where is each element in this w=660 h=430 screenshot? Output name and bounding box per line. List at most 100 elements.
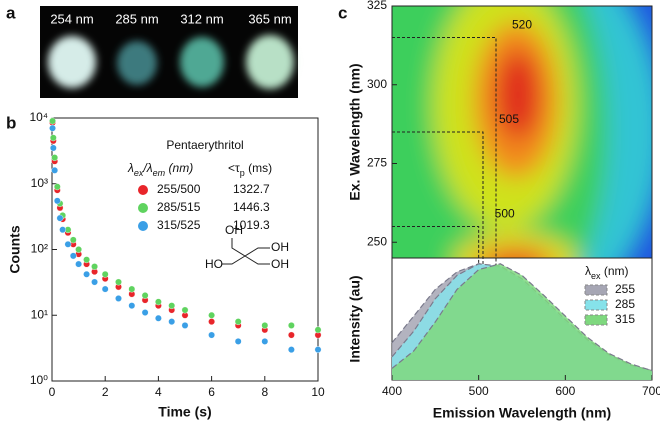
data-point bbox=[51, 154, 59, 161]
legend-swatch bbox=[584, 284, 608, 296]
y-tick-label: 250 bbox=[367, 234, 387, 248]
y-tick-label: 10¹ bbox=[31, 307, 48, 321]
photo-label: 365 nm bbox=[248, 11, 291, 26]
data-point bbox=[287, 331, 295, 339]
data-point bbox=[101, 285, 109, 293]
photo-glow bbox=[48, 35, 294, 89]
data-point bbox=[115, 295, 122, 302]
panel-label: b bbox=[6, 113, 16, 132]
x-axis-label: Time (s) bbox=[158, 404, 211, 420]
data-point bbox=[59, 226, 67, 234]
data-point bbox=[168, 318, 176, 326]
data-point bbox=[101, 270, 109, 278]
x-tick-label: 500 bbox=[469, 384, 489, 398]
legend-marker bbox=[138, 185, 148, 195]
legend-header: λex/λem (nm) bbox=[127, 161, 193, 178]
photo-label: 285 nm bbox=[115, 11, 158, 26]
x-tick-label: 0 bbox=[49, 385, 56, 399]
molecule bbox=[222, 238, 270, 265]
photo-label: 312 nm bbox=[180, 11, 223, 26]
data-point bbox=[53, 197, 61, 205]
legend-title: Pentaerythritol bbox=[166, 138, 243, 152]
data-point bbox=[69, 252, 77, 260]
legend-label: 285 bbox=[615, 297, 635, 311]
y-tick-label: 10³ bbox=[31, 176, 48, 190]
legend-title: λex (nm) bbox=[585, 264, 629, 281]
annotation: 505 bbox=[499, 112, 519, 126]
data-point bbox=[128, 285, 136, 293]
legend-label: 255/500 bbox=[157, 182, 201, 196]
legend-label: 315 bbox=[615, 312, 635, 326]
y-tick-label: 325 bbox=[367, 0, 387, 12]
text-part: (nm) bbox=[165, 161, 193, 175]
data-point bbox=[314, 326, 322, 334]
data-point bbox=[91, 263, 98, 270]
text-part: p bbox=[240, 168, 245, 178]
molecule-label: OH bbox=[271, 240, 289, 254]
text-part: (ms) bbox=[245, 161, 272, 175]
text-part: λ bbox=[146, 161, 153, 175]
molecule-label: OH bbox=[225, 223, 243, 237]
molecule-label: OH bbox=[271, 257, 289, 271]
data-point bbox=[115, 278, 122, 286]
annotation: 500 bbox=[495, 207, 515, 221]
text-part: ex bbox=[591, 271, 601, 281]
legend-header: <τp (ms) bbox=[228, 161, 272, 178]
text-part: ex bbox=[134, 168, 144, 178]
y-tick-label: 10⁴ bbox=[29, 110, 48, 124]
y-tick-label: 275 bbox=[367, 156, 387, 170]
y-axis-label: Intensity (au) bbox=[347, 275, 363, 362]
data-point bbox=[208, 318, 216, 326]
data-point bbox=[208, 311, 216, 319]
annotation-line bbox=[392, 226, 480, 270]
data-point bbox=[69, 236, 77, 244]
data-point bbox=[314, 346, 322, 354]
data-point bbox=[154, 314, 162, 322]
x-axis-label: Emission Wavelength (nm) bbox=[433, 405, 611, 421]
data-point bbox=[75, 260, 83, 268]
data-point bbox=[56, 214, 64, 222]
x-tick-label: 6 bbox=[208, 385, 215, 399]
data-point bbox=[261, 322, 269, 329]
x-tick-label: 10 bbox=[311, 385, 325, 399]
data-point bbox=[49, 124, 56, 132]
x-tick-label: 2 bbox=[102, 385, 109, 399]
legend-label: 315/525 bbox=[157, 218, 201, 232]
area bbox=[392, 263, 652, 380]
x-tick-label: 400 bbox=[382, 384, 402, 398]
legend-label: 285/515 bbox=[157, 200, 201, 214]
data-point bbox=[181, 306, 189, 314]
text-part: <τ bbox=[228, 161, 240, 175]
text-part: / bbox=[142, 161, 148, 175]
data-point bbox=[128, 302, 136, 310]
data-point bbox=[49, 144, 57, 152]
legend-lifetime: 1322.7 bbox=[233, 182, 270, 196]
data-point bbox=[75, 246, 83, 253]
data-point bbox=[168, 302, 176, 310]
panel-label: a bbox=[6, 3, 16, 22]
text-part: λ bbox=[585, 264, 591, 278]
data-point bbox=[64, 240, 72, 248]
data-point bbox=[49, 134, 57, 142]
y-axis-label: Ex. Wavelength (nm) bbox=[347, 63, 363, 200]
x-tick-label: 600 bbox=[555, 384, 575, 398]
data-point bbox=[208, 331, 216, 339]
x-tick-label: 8 bbox=[261, 385, 268, 399]
data-point bbox=[141, 292, 149, 299]
y-axis-label: Counts bbox=[7, 225, 23, 273]
text-part: (nm) bbox=[601, 264, 629, 278]
legend-marker bbox=[138, 203, 148, 213]
photo-label: 254 nm bbox=[50, 11, 93, 26]
panel-label: c bbox=[338, 3, 347, 22]
contour-map bbox=[392, 6, 652, 258]
data-point bbox=[234, 338, 242, 345]
data-point bbox=[83, 256, 90, 264]
legend-label: 255 bbox=[615, 282, 635, 296]
text-part: λ bbox=[127, 161, 134, 175]
data-point bbox=[154, 298, 162, 306]
x-tick-label: 700 bbox=[642, 384, 660, 398]
x-tick-label: 4 bbox=[155, 385, 162, 399]
area-outline bbox=[391, 263, 653, 372]
annotation: 520 bbox=[512, 18, 532, 32]
